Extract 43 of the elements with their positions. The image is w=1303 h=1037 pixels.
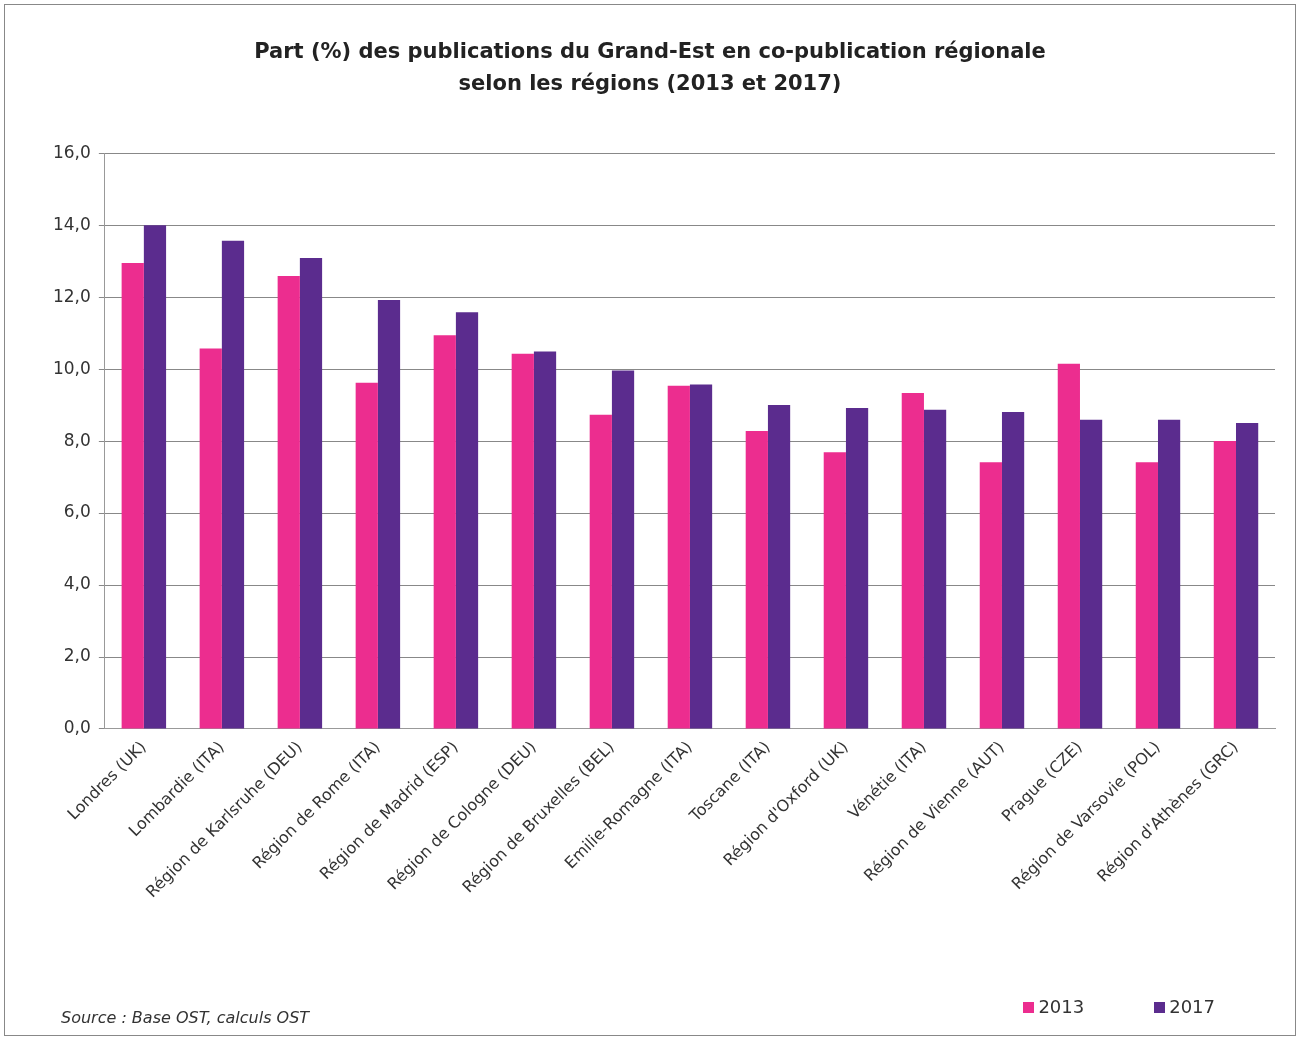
bar — [767, 405, 791, 729]
bar — [277, 275, 300, 729]
legend-label: 2017 — [1168, 996, 1215, 1017]
y-tick-label: 0,0 — [63, 717, 91, 738]
bar — [689, 384, 713, 729]
bar — [667, 385, 690, 729]
bar — [589, 414, 612, 729]
source-note: Source : Base OST, calculs OST — [61, 1008, 310, 1027]
y-tick-label: 6,0 — [63, 501, 91, 522]
bar — [1235, 423, 1259, 729]
y-tick-label: 16,0 — [52, 141, 91, 162]
bar — [455, 312, 479, 729]
legend-label: 2013 — [1037, 996, 1085, 1017]
bar — [433, 335, 456, 729]
bar — [1001, 411, 1025, 729]
bar — [1135, 462, 1158, 729]
bar — [1079, 419, 1103, 729]
bar — [299, 257, 323, 729]
bar — [923, 409, 947, 729]
bar — [377, 300, 401, 729]
bar — [221, 240, 245, 729]
bar — [1057, 363, 1080, 729]
bar — [533, 351, 557, 729]
bar — [1157, 419, 1181, 729]
bar — [823, 452, 846, 729]
y-tick-label: 10,0 — [52, 357, 91, 378]
y-tick-label: 12,0 — [52, 285, 91, 306]
bar — [143, 225, 167, 729]
bar — [121, 262, 144, 729]
y-tick-label: 2,0 — [63, 645, 91, 666]
bar — [901, 392, 924, 729]
bar — [355, 382, 378, 729]
y-tick-label: 14,0 — [52, 213, 91, 234]
bar — [845, 407, 869, 729]
bar — [511, 353, 534, 729]
y-tick-label: 4,0 — [63, 573, 91, 594]
bar — [979, 462, 1002, 729]
bar — [1213, 441, 1236, 729]
chart-title: Part (%) des publications du Grand-Est en co-publication régionale selon les régions (2013 et 2017) — [253, 38, 1047, 97]
bar — [745, 431, 768, 729]
y-tick-label: 8,0 — [63, 429, 91, 450]
bar — [611, 370, 635, 729]
bar — [199, 348, 222, 729]
